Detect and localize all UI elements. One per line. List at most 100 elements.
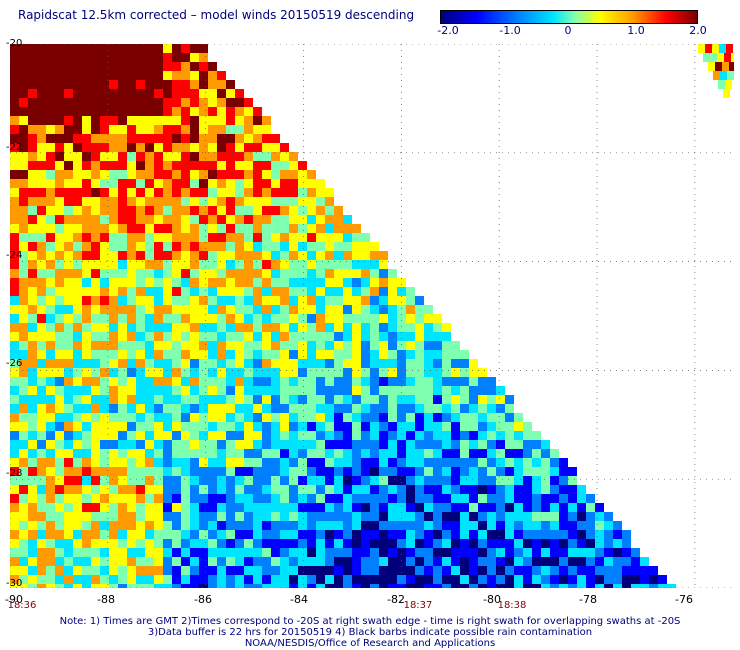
wind-cell xyxy=(406,512,415,521)
wind-cell xyxy=(325,269,334,278)
wind-cell xyxy=(118,296,127,305)
wind-cell xyxy=(460,548,469,557)
wind-cell xyxy=(46,440,55,449)
wind-cell xyxy=(235,539,244,548)
wind-cell xyxy=(28,305,37,314)
wind-cell xyxy=(64,278,73,287)
wind-cell xyxy=(73,260,82,269)
wind-cell xyxy=(163,557,172,566)
wind-cell xyxy=(46,458,55,467)
wind-cell xyxy=(145,314,154,323)
wind-cell xyxy=(316,575,325,584)
wind-cell xyxy=(253,323,262,332)
wind-cell xyxy=(73,134,82,143)
wind-cell xyxy=(523,485,532,494)
wind-cell xyxy=(91,269,100,278)
wind-cell xyxy=(136,539,145,548)
wind-cell xyxy=(469,512,478,521)
wind-cell xyxy=(532,458,541,467)
wind-cell xyxy=(19,476,28,485)
wind-cell xyxy=(190,143,199,152)
wind-cell xyxy=(28,350,37,359)
wind-cell xyxy=(469,575,478,584)
wind-cell xyxy=(478,395,487,404)
wind-cell xyxy=(424,404,433,413)
wind-cell xyxy=(118,161,127,170)
wind-cell xyxy=(514,512,523,521)
wind-cell xyxy=(514,566,523,575)
wind-cell xyxy=(37,341,46,350)
wind-cell xyxy=(145,575,154,584)
wind-cell xyxy=(334,566,343,575)
wind-cell xyxy=(289,539,298,548)
wind-cell xyxy=(298,323,307,332)
wind-cell xyxy=(163,350,172,359)
wind-cell xyxy=(244,278,253,287)
wind-cell xyxy=(280,584,289,588)
wind-cell xyxy=(226,359,235,368)
wind-cell xyxy=(415,512,424,521)
wind-cell xyxy=(19,332,28,341)
wind-cell xyxy=(154,332,163,341)
wind-cell xyxy=(127,476,136,485)
wind-cell xyxy=(19,134,28,143)
wind-cell xyxy=(451,575,460,584)
wind-cell xyxy=(334,449,343,458)
wind-cell xyxy=(217,332,226,341)
wind-cell xyxy=(91,566,100,575)
wind-cell xyxy=(361,269,370,278)
wind-cell xyxy=(424,575,433,584)
wind-cell xyxy=(163,422,172,431)
wind-cell xyxy=(334,422,343,431)
wind-cell xyxy=(163,323,172,332)
wind-cell xyxy=(334,584,343,588)
wind-cell xyxy=(235,287,244,296)
wind-cell xyxy=(298,404,307,413)
wind-cell xyxy=(253,251,262,260)
wind-cell xyxy=(190,341,199,350)
wind-cell xyxy=(406,575,415,584)
wind-cell xyxy=(28,341,37,350)
wind-cell xyxy=(361,584,370,588)
wind-cell xyxy=(154,377,163,386)
wind-cell xyxy=(109,98,118,107)
wind-cell xyxy=(64,179,73,188)
wind-cell xyxy=(154,233,163,242)
wind-cell xyxy=(154,134,163,143)
wind-cell xyxy=(262,125,271,134)
wind-cell xyxy=(289,269,298,278)
wind-cell xyxy=(352,278,361,287)
wind-cell xyxy=(145,107,154,116)
wind-cell xyxy=(217,566,226,575)
wind-cell xyxy=(118,350,127,359)
wind-cell xyxy=(181,485,190,494)
wind-cell xyxy=(379,575,388,584)
wind-cell xyxy=(226,467,235,476)
wind-cell xyxy=(708,62,715,71)
wind-cell xyxy=(325,386,334,395)
wind-cell xyxy=(136,332,145,341)
wind-cell xyxy=(334,206,343,215)
wind-cell xyxy=(100,404,109,413)
wind-cell xyxy=(91,107,100,116)
wind-cell xyxy=(19,89,28,98)
wind-cell xyxy=(226,107,235,116)
wind-cell xyxy=(100,224,109,233)
wind-cell xyxy=(91,323,100,332)
wind-cell xyxy=(118,485,127,494)
wind-cell xyxy=(136,269,145,278)
wind-cell xyxy=(253,440,262,449)
wind-cell xyxy=(127,233,136,242)
wind-cell xyxy=(226,251,235,260)
wind-cell xyxy=(244,242,253,251)
wind-cell xyxy=(379,404,388,413)
wind-cell xyxy=(208,530,217,539)
wind-cell xyxy=(451,350,460,359)
wind-cell xyxy=(154,350,163,359)
wind-cell xyxy=(397,521,406,530)
wind-cell xyxy=(10,287,19,296)
wind-cell xyxy=(127,458,136,467)
wind-cell xyxy=(361,395,370,404)
wind-cell xyxy=(73,179,82,188)
wind-cell xyxy=(280,242,289,251)
